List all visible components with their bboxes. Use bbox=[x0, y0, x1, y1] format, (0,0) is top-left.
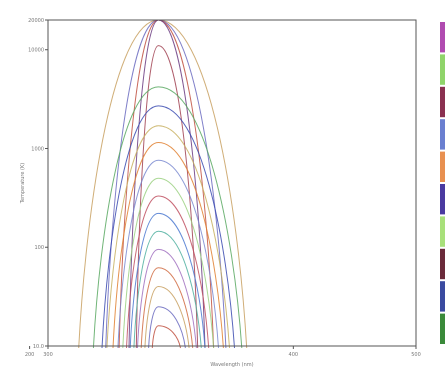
contour-line-10 bbox=[117, 159, 219, 349]
x-tick-label-2: 300 bbox=[43, 352, 53, 358]
contour-line-17 bbox=[144, 285, 190, 349]
legend-swatch-9 bbox=[440, 281, 445, 312]
plot-frame bbox=[47, 19, 417, 347]
legend-swatch-3 bbox=[440, 86, 445, 118]
x-tick-label-3: 400 bbox=[289, 352, 299, 358]
y-tick-label-3: 1000 bbox=[31, 146, 44, 152]
y-axis-label: Temperature (K) bbox=[20, 163, 26, 204]
contour-line-13 bbox=[129, 212, 206, 349]
contour-line-18 bbox=[148, 306, 186, 349]
y-tick-label-5: 20000 bbox=[28, 18, 44, 24]
legend-swatch-6 bbox=[440, 184, 445, 215]
contour-line-9 bbox=[112, 141, 224, 349]
contour-line-15 bbox=[137, 248, 197, 349]
contour-line-19 bbox=[151, 325, 181, 349]
contour-line-8 bbox=[106, 125, 230, 349]
tick-layer: 200 300 400 500 10.0 100 1000 10000 20000 bbox=[25, 18, 421, 358]
x-tick-label-1: 200 bbox=[25, 352, 35, 358]
legend-swatch-4 bbox=[440, 119, 445, 150]
contour-line-6 bbox=[92, 86, 243, 349]
contour-line-7 bbox=[101, 105, 235, 349]
contour-line-12 bbox=[126, 195, 210, 349]
legend-swatch-10 bbox=[440, 313, 445, 344]
legend-swatch-2 bbox=[440, 54, 445, 85]
legend-swatch-8 bbox=[440, 248, 445, 280]
contour-line-5 bbox=[135, 45, 199, 349]
y-tick-label-1: 10.0 bbox=[33, 344, 44, 350]
y-tick-label-4: 10000 bbox=[28, 48, 44, 54]
legend-swatch-1 bbox=[440, 22, 445, 53]
legend-swatch-7 bbox=[440, 216, 445, 247]
x-tick-label-4: 500 bbox=[411, 352, 421, 358]
legend bbox=[440, 22, 445, 344]
legend-swatch-5 bbox=[440, 151, 445, 182]
contour-line-11 bbox=[122, 177, 215, 349]
x-axis-label: Wavelength (nm) bbox=[210, 362, 253, 368]
y-tick-label-2: 100 bbox=[34, 245, 44, 251]
contour-line-16 bbox=[140, 267, 194, 349]
contour-line-14 bbox=[133, 230, 202, 349]
